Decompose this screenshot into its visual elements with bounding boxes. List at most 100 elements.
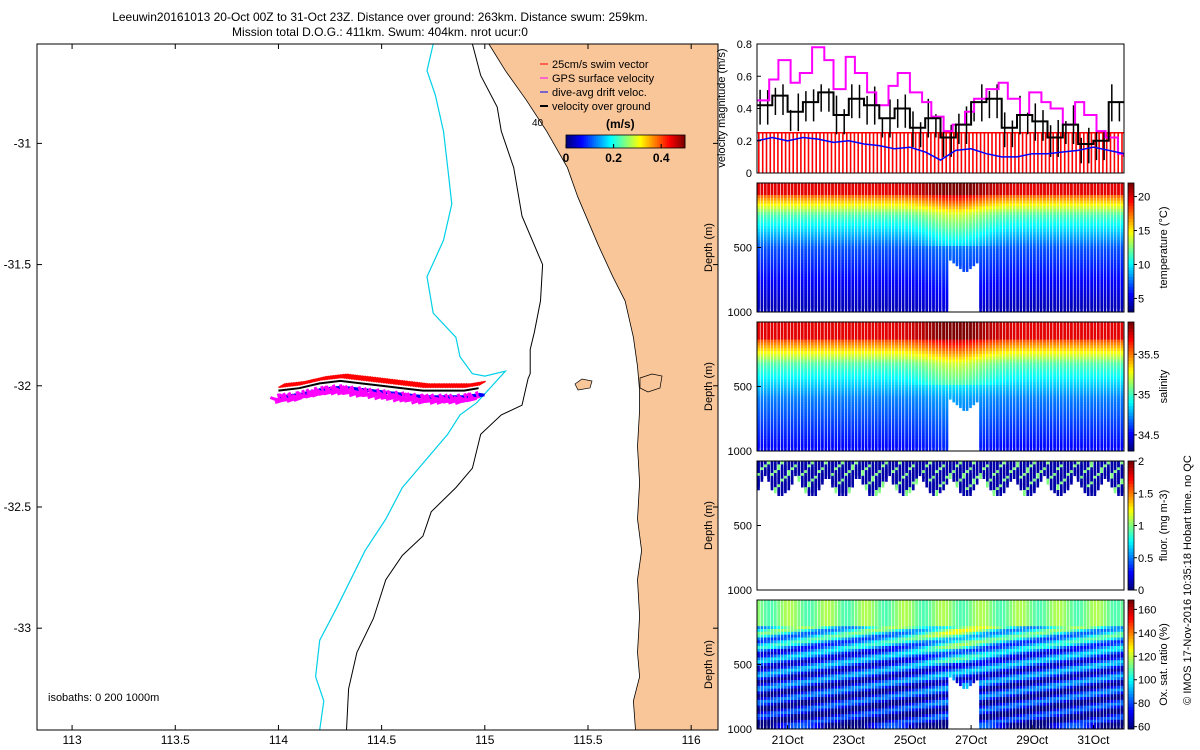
swim-vector-arrow	[370, 376, 379, 383]
section-sample	[908, 305, 912, 312]
swim-vector-arrow	[372, 377, 380, 383]
speed-colorbar-cell	[571, 135, 575, 148]
section-sample	[918, 305, 922, 312]
speed-colorbar-frame	[565, 134, 686, 149]
section-sample	[996, 305, 999, 312]
speed-colorbar-cell	[613, 135, 616, 148]
map-depth-label: 40	[532, 118, 544, 129]
island-garden	[639, 373, 663, 393]
section-sample	[895, 305, 898, 312]
section-sample	[969, 263, 972, 270]
swim-vector-arrow	[453, 382, 461, 389]
swim-vector-arrow	[458, 382, 466, 389]
legend-drift-velocity: dive-avg drift veloc.	[552, 87, 647, 99]
section-sample	[975, 257, 979, 264]
speed-colorbar-cell	[631, 135, 634, 148]
speed-colorbar-tick-label: 0.4	[653, 151, 670, 165]
ground-velocity-line	[757, 91, 1124, 145]
speed-colorbar-cell	[629, 135, 632, 148]
section-sample	[888, 305, 891, 312]
legend-ground-velocity: velocity over ground	[552, 101, 650, 113]
swim-vector-arrow	[367, 376, 375, 382]
section-sample	[841, 305, 844, 312]
figure-title-line2: Mission total D.O.G.: 411km. Swum: 404km…	[232, 25, 528, 39]
speed-colorbar-cell	[597, 135, 601, 148]
section-sample	[774, 305, 777, 312]
swim-vector-arrow	[350, 374, 359, 380]
section-sample	[1046, 305, 1050, 312]
legend-gps-velocity: GPS surface velocity	[552, 73, 655, 85]
map-x-tick-label: 114.5	[367, 733, 396, 747]
swim-vector-arrow	[456, 382, 465, 389]
velocity-magnitude-panel: 00.20.40.60.8 velocity magnitude (m/s)	[716, 39, 1125, 180]
drift-velocity-arrow	[478, 392, 485, 397]
section-sample	[1083, 305, 1087, 312]
map-x-axis: 113 113.5 114 114.5 115 115.5 116	[63, 44, 701, 747]
swim-vector-arrow	[478, 380, 486, 386]
speed-colorbar-cell	[657, 135, 660, 148]
swim-vector-arrow	[437, 382, 446, 389]
swim-vector-arrow	[375, 377, 384, 383]
map-legend: 25cm/s swim vector GPS surface velocity …	[540, 59, 655, 113]
speed-colorbar-cell	[619, 135, 622, 148]
map-y-tick-label: -31	[14, 136, 32, 150]
section-sample	[972, 260, 976, 267]
speed-colorbar-cell	[589, 135, 593, 148]
section-sample	[834, 305, 838, 312]
section-sample	[898, 305, 902, 312]
swim-vector-arrow	[447, 382, 456, 389]
section-sample	[1053, 305, 1056, 312]
speed-colorbar-cell	[623, 135, 626, 148]
swim-vector-arrow	[405, 381, 414, 387]
island-rottnest	[574, 378, 593, 391]
swim-vector-arrow	[343, 373, 352, 380]
section-sample	[885, 305, 888, 312]
map-x-tick-label: 115	[475, 733, 494, 747]
section-sample	[760, 305, 764, 312]
section-sample	[1009, 305, 1013, 312]
swim-vector-arrow	[380, 378, 389, 384]
section-sample	[891, 305, 895, 312]
speed-colorbar-gradient	[566, 135, 686, 148]
swim-vector-arrow	[407, 381, 416, 387]
swim-vector-arrow	[409, 381, 418, 387]
section-sample	[797, 305, 801, 312]
map-x-tick-label: 113	[63, 733, 82, 747]
swim-vector-arrow	[436, 382, 444, 389]
speed-colorbar-cell	[581, 135, 585, 148]
section-sample	[804, 305, 807, 312]
section-sample	[1002, 305, 1006, 312]
swim-vector-arrow	[441, 382, 449, 389]
speed-colorbar-cell	[573, 135, 577, 148]
speed-colorbar-ticks: 0 0.2 0.4	[563, 144, 670, 165]
isobath-200m-line	[346, 44, 544, 730]
section-sample	[905, 305, 908, 312]
speed-colorbar-cell	[673, 135, 676, 148]
section-sample	[794, 305, 797, 312]
legend-swim-vector: 25cm/s swim vector	[552, 59, 649, 71]
swim-vector-arrow	[348, 374, 357, 380]
glider-track	[269, 373, 486, 406]
map-x-tick-label: 115.5	[573, 733, 602, 747]
swim-vector-arrow	[410, 381, 419, 387]
section-sample	[1036, 305, 1040, 312]
section-sample	[1073, 305, 1077, 312]
speed-colorbar-cell	[641, 135, 644, 148]
section-sample	[922, 305, 925, 312]
gps-velocity-arrow	[387, 395, 397, 399]
gps-velocity-arrow	[474, 391, 481, 399]
speed-colorbar-cell	[611, 135, 614, 148]
section-sample	[938, 305, 942, 312]
speed-colorbar-cell	[577, 135, 581, 148]
speed-colorbar-cell	[587, 135, 591, 148]
swim-vector-arrow	[373, 377, 382, 383]
speed-colorbar-cell	[677, 135, 680, 148]
section-sample	[1006, 305, 1009, 312]
section-sample	[1033, 305, 1036, 312]
section-sample	[992, 305, 996, 312]
speed-colorbar-cell	[607, 135, 611, 148]
speed-colorbar-cell	[567, 135, 571, 148]
section-sample	[1039, 305, 1043, 312]
swim-vector-arrow	[402, 380, 411, 386]
